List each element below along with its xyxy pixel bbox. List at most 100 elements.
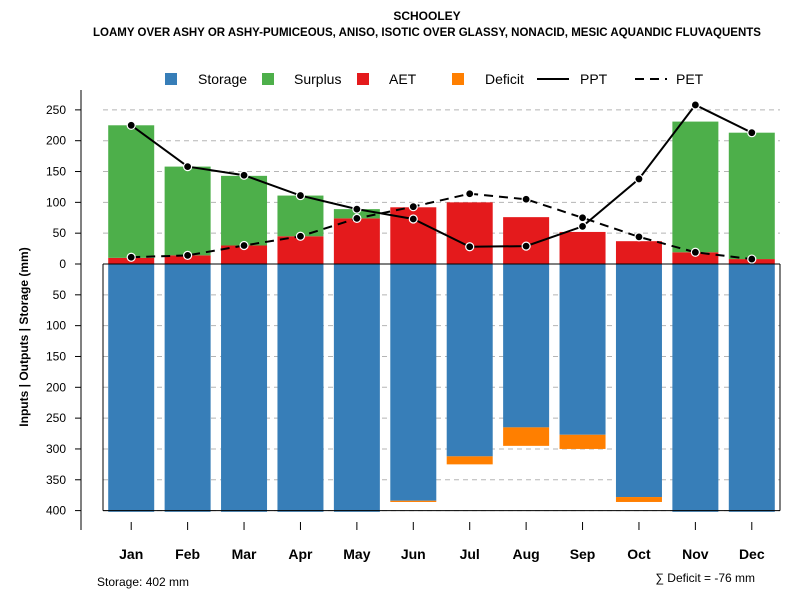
legend-label-pet: PET xyxy=(676,71,704,87)
pet-line xyxy=(131,192,752,261)
ppt-line xyxy=(130,103,753,248)
ppt-point xyxy=(408,214,418,224)
aet-bar xyxy=(221,245,268,264)
pet-point xyxy=(634,232,644,242)
pet-point xyxy=(352,213,362,223)
y-tick-label: 250 xyxy=(46,411,66,425)
ppt-point xyxy=(577,221,588,231)
surplus-bar xyxy=(728,132,775,260)
pet-point xyxy=(465,189,475,199)
y-tick-label: 150 xyxy=(46,165,66,179)
legend-swatch-storage xyxy=(165,73,177,85)
x-tick-label: Sep xyxy=(570,546,596,562)
legend-label-surplus: Surplus xyxy=(294,71,341,87)
aet-bar xyxy=(615,241,662,264)
legend-label-deficit: Deficit xyxy=(485,71,524,87)
pet-point xyxy=(690,247,700,257)
pet-point xyxy=(408,202,418,212)
y-tick-label: 150 xyxy=(46,349,66,363)
deficit-bar xyxy=(615,497,662,502)
aet-bar xyxy=(277,236,324,264)
ppt-point xyxy=(521,241,531,251)
storage-bar xyxy=(390,264,437,501)
storage-bar xyxy=(108,264,155,512)
storage-bar xyxy=(728,264,775,512)
storage-bar xyxy=(277,264,324,512)
pet-point xyxy=(183,250,193,260)
ppt-point xyxy=(295,190,306,201)
ppt-point xyxy=(352,204,362,214)
y-tick-label: 0 xyxy=(59,257,66,271)
y-tick-label: 350 xyxy=(46,473,66,487)
bars xyxy=(108,121,775,512)
series-lines xyxy=(126,100,757,264)
legend-label-storage: Storage xyxy=(198,71,247,87)
x-tick-label: Aug xyxy=(513,546,540,562)
x-tick-label: Apr xyxy=(288,546,313,562)
y-tick-label: 200 xyxy=(46,134,66,148)
deficit-bar xyxy=(559,434,606,449)
surplus-bar xyxy=(108,125,155,258)
legend: Storage Surplus AET Deficit PPT PET xyxy=(165,71,704,87)
storage-bar xyxy=(672,264,719,512)
y-axis-label: Inputs | Outputs | Storage (mm) xyxy=(17,247,31,426)
x-tick-label: Mar xyxy=(232,546,257,562)
pet-point xyxy=(239,240,249,251)
chart-subtitle: LOAMY OVER ASHY OR ASHY-PUMICEOUS, ANISO… xyxy=(93,27,761,39)
y-tick-label: 50 xyxy=(53,288,67,302)
pet-point xyxy=(521,194,531,204)
ppt-point xyxy=(239,170,249,180)
storage-bar xyxy=(446,264,493,457)
storage-bar xyxy=(333,264,380,512)
y-tick-label: 100 xyxy=(46,195,66,209)
y-tick-label: 250 xyxy=(46,103,66,117)
y-tick-label: 50 xyxy=(53,226,67,240)
x-tick-label: Nov xyxy=(682,546,709,562)
legend-label-aet: AET xyxy=(389,71,417,87)
storage-bar xyxy=(221,264,268,512)
aet-bar xyxy=(559,231,606,264)
x-tick-label: Dec xyxy=(739,546,765,562)
aet-bar xyxy=(333,218,380,264)
ppt-point xyxy=(747,128,757,138)
x-tick-label: May xyxy=(343,546,370,562)
chart-title: SCHOOLEY xyxy=(393,9,460,23)
pet-point xyxy=(126,252,136,262)
pet-point xyxy=(295,231,306,241)
surplus-bar xyxy=(672,121,719,253)
x-tick-label: Jul xyxy=(460,546,480,562)
legend-swatch-aet xyxy=(357,73,369,85)
x-tick-label: Jan xyxy=(119,546,143,562)
ppt-point xyxy=(465,242,475,252)
surplus-bar xyxy=(333,209,380,219)
legend-swatch-deficit xyxy=(452,73,464,85)
axes: 250 200 150 100 50 0 50 100 150 200 250 300 350 400 Ja… xyxy=(46,90,781,562)
x-tick-label: Feb xyxy=(175,546,200,562)
pet-point xyxy=(747,254,757,264)
ppt-point xyxy=(634,174,644,184)
y-tick-label: 100 xyxy=(46,319,66,333)
surplus-bar xyxy=(277,195,324,237)
aet-bar xyxy=(672,252,719,264)
storage-bar xyxy=(164,264,211,512)
y-tick-label: 400 xyxy=(46,504,66,518)
surplus-bar xyxy=(221,175,268,246)
x-tick-label: Jun xyxy=(401,546,426,562)
deficit-bar xyxy=(503,427,550,446)
pet-point xyxy=(577,213,588,223)
deficit-bar xyxy=(390,500,437,502)
y-tick-label: 300 xyxy=(46,442,66,456)
ppt-point xyxy=(690,100,700,110)
x-tick-label: Oct xyxy=(627,546,651,562)
ppt-point xyxy=(126,120,136,130)
storage-bar xyxy=(503,264,550,428)
deficit-bar xyxy=(446,456,493,465)
deficit-footnote: ∑ Deficit = -76 mm xyxy=(655,571,755,585)
surplus-bar xyxy=(164,166,211,256)
aet-bar xyxy=(446,202,493,264)
storage-bar xyxy=(615,264,662,498)
storage-footnote: Storage: 402 mm xyxy=(97,575,189,589)
ppt-point xyxy=(183,161,193,172)
legend-swatch-surplus xyxy=(262,73,274,85)
